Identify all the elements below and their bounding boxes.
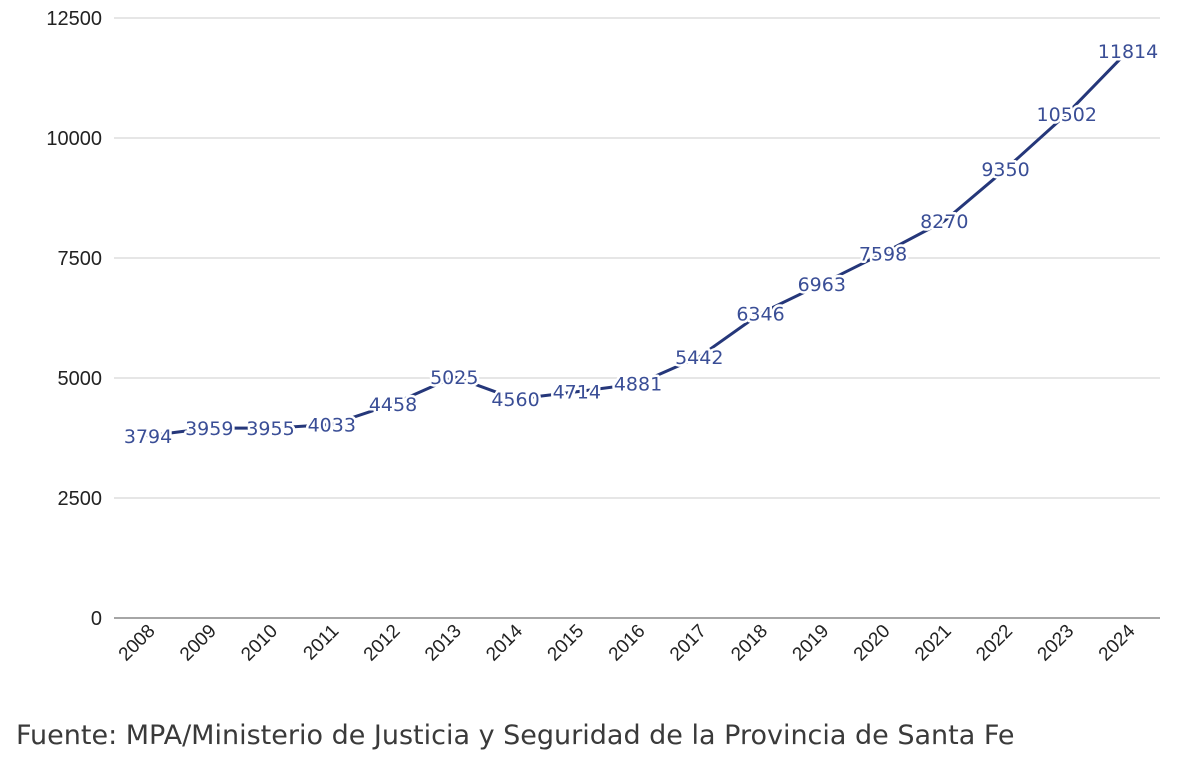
data-label: 3794 xyxy=(124,426,172,448)
data-label: 4714 xyxy=(553,382,601,404)
data-label: 9350 xyxy=(981,159,1029,181)
y-tick-label: 7500 xyxy=(58,248,103,270)
data-label-halo: 6346 xyxy=(736,303,784,325)
data-label-halo: 4033 xyxy=(308,414,356,436)
data-label-halo: 10502 xyxy=(1037,104,1097,126)
y-tick-label: 0 xyxy=(91,608,102,630)
data-label: 4881 xyxy=(614,374,662,396)
series-layer xyxy=(146,49,1130,438)
x-tick-label: 2015 xyxy=(544,621,589,666)
data-label-halo: 8270 xyxy=(920,211,968,233)
data-label: 6963 xyxy=(798,274,846,296)
data-label: 5025 xyxy=(430,367,478,389)
data-label: 4033 xyxy=(308,414,356,436)
data-label: 6346 xyxy=(736,303,784,325)
x-axis-tick-labels: 2008 2009 2010 2011 2012 2013 2014 2015 2016 2017… xyxy=(115,620,1140,665)
data-label: 5442 xyxy=(675,347,723,369)
x-tick-label: 2019 xyxy=(789,621,834,666)
x-tick-label: 2016 xyxy=(605,621,650,666)
x-tick-label: 2009 xyxy=(176,621,221,666)
y-axis-tick-labels: 0 2500 5000 7500 10000 12500 xyxy=(46,8,102,630)
x-tick-label: 2012 xyxy=(360,621,405,666)
x-tick-label: 2018 xyxy=(727,621,772,666)
data-label: 8270 xyxy=(920,211,968,233)
data-label: 3955 xyxy=(246,418,294,440)
data-label: 3959 xyxy=(185,418,233,440)
source-note: Fuente: MPA/Ministerio de Justicia y Seg… xyxy=(16,720,1015,751)
data-label-halo: 9350 xyxy=(981,159,1029,181)
grid-layer xyxy=(114,17,1160,619)
y-tick-label: 5000 xyxy=(58,368,103,390)
data-label: 4560 xyxy=(491,389,539,411)
series-line xyxy=(146,49,1130,438)
data-label-halo: 7598 xyxy=(859,243,907,265)
x-tick-label: 2021 xyxy=(911,621,956,666)
x-tick-label: 2013 xyxy=(421,621,466,666)
x-tick-label: 2011 xyxy=(300,621,344,665)
data-label-halo: 4881 xyxy=(614,374,662,396)
x-tick-label: 2020 xyxy=(850,621,895,666)
x-tick-label: 2022 xyxy=(972,621,1017,666)
data-label-halo: 6963 xyxy=(798,274,846,296)
x-tick-label: 2010 xyxy=(237,621,282,666)
x-tick-label: 2023 xyxy=(1034,621,1079,666)
x-tick-label: 2008 xyxy=(115,621,160,666)
y-tick-label: 12500 xyxy=(46,8,102,30)
data-label-halo: 4458 xyxy=(369,394,417,416)
chart-svg: 0 2500 5000 7500 10000 12500 2008 2009 2010 2011… xyxy=(46,8,1160,665)
y-tick-label: 2500 xyxy=(58,488,103,510)
data-label: 4458 xyxy=(369,394,417,416)
data-label: 11814 xyxy=(1098,41,1158,63)
data-label-halo: 5442 xyxy=(675,347,723,369)
data-label-halo: 11814 xyxy=(1098,41,1158,63)
data-label-halo: 3955 xyxy=(246,418,294,440)
data-label-halo: 5025 xyxy=(430,367,478,389)
x-tick-label: 2017 xyxy=(666,621,711,666)
data-label-halo: 4714 xyxy=(553,382,601,404)
data-label-halo: 3959 xyxy=(185,418,233,440)
data-label: 10502 xyxy=(1037,104,1097,126)
line-chart: 0 2500 5000 7500 10000 12500 2008 2009 2010 2011… xyxy=(46,8,1160,665)
data-label: 7598 xyxy=(859,243,907,265)
data-label-halo: 4560 xyxy=(491,389,539,411)
x-tick-label: 2024 xyxy=(1095,620,1140,665)
x-tick-label: 2014 xyxy=(482,620,527,665)
data-label-halo: 3794 xyxy=(124,426,172,448)
y-tick-label: 10000 xyxy=(46,128,102,150)
